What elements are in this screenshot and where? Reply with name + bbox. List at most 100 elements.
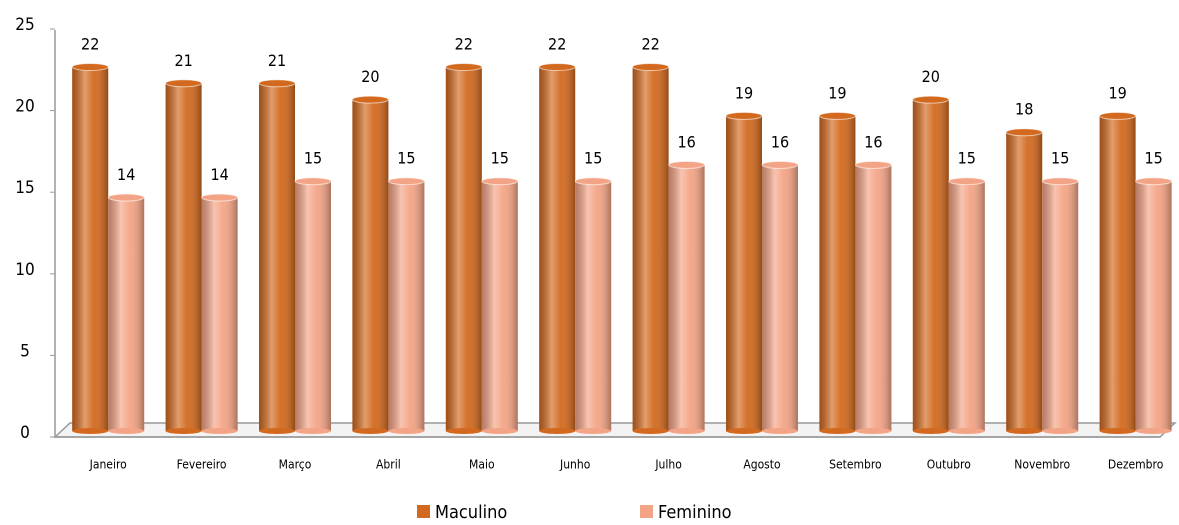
value-label: 15 <box>1051 149 1069 168</box>
bar-shade <box>201 197 238 431</box>
bar-cap <box>1099 111 1137 120</box>
bar-cap <box>854 160 892 169</box>
value-label: 15 <box>1144 149 1162 168</box>
bar-shade <box>912 99 949 431</box>
x-tick-label: Fevereiro <box>177 458 227 472</box>
bar-cap <box>725 111 763 120</box>
value-label: 18 <box>1015 100 1033 119</box>
value-label: 21 <box>268 51 286 70</box>
value-label: 16 <box>864 132 882 151</box>
bar-base <box>912 428 949 434</box>
value-label: 15 <box>491 149 509 168</box>
value-label: 15 <box>958 149 976 168</box>
value-label: 21 <box>174 51 192 70</box>
bar-base <box>481 428 518 434</box>
bar-base <box>259 428 295 434</box>
bar-base <box>1042 428 1079 434</box>
bar-base <box>201 428 238 434</box>
bar-shade <box>762 164 798 431</box>
bar-shade <box>632 66 669 432</box>
bar-shade <box>481 181 518 431</box>
legend-swatch <box>640 505 653 518</box>
value-label: 20 <box>361 67 379 86</box>
value-label: 19 <box>735 83 753 102</box>
value-label: 22 <box>641 34 659 53</box>
y-tick-label: 0 <box>20 423 30 443</box>
bar-base <box>1135 428 1172 434</box>
bar-shade <box>726 115 762 432</box>
value-label: 14 <box>210 165 228 184</box>
bar-shade <box>575 181 612 431</box>
value-label: 22 <box>548 34 566 53</box>
legend-swatch <box>417 505 430 518</box>
bar-cap <box>201 193 239 202</box>
bar-shade <box>855 164 892 431</box>
bar-base <box>445 428 482 434</box>
x-tick-label: Agosto <box>743 458 781 472</box>
bar-cap <box>481 177 519 186</box>
bar-base <box>72 428 109 434</box>
bar-cap <box>165 79 203 88</box>
bar-cap <box>1005 128 1043 137</box>
bar-shade <box>1006 132 1043 432</box>
y-tick-label: 15 <box>15 178 34 198</box>
bar-shade <box>819 115 856 432</box>
x-tick-label: Dezembro <box>1108 458 1164 472</box>
bar-base <box>575 428 612 434</box>
bar-cap <box>574 177 612 186</box>
bar-base <box>668 428 705 434</box>
bar-cap <box>107 193 145 202</box>
bar-shade <box>1135 181 1172 431</box>
value-label: 22 <box>81 34 99 53</box>
value-label: 15 <box>584 149 602 168</box>
x-tick-label: Setembro <box>829 458 882 472</box>
bar-base <box>108 428 145 434</box>
bar-cap <box>818 111 856 120</box>
x-tick-label: Maio <box>469 458 495 472</box>
legend-label: Maculino <box>435 502 507 523</box>
x-tick-label: Abril <box>376 458 401 472</box>
value-label: 16 <box>677 132 695 151</box>
bar-shade <box>388 181 425 431</box>
bar-cap <box>668 160 706 169</box>
bar-shade <box>108 197 145 431</box>
value-label: 20 <box>922 67 940 86</box>
bar-base <box>388 428 425 434</box>
y-tick-label: 25 <box>15 15 34 35</box>
bar-shade <box>165 83 202 431</box>
bar-cap <box>948 177 986 186</box>
bar-base <box>295 428 331 434</box>
x-tick-label: Outubro <box>927 458 971 472</box>
bar-base <box>819 428 856 434</box>
bar-base <box>726 428 762 434</box>
bar-base <box>539 428 576 434</box>
bar-shade <box>948 181 985 431</box>
bar-shade <box>352 99 389 431</box>
bar-base <box>632 428 669 434</box>
legend-label: Feminino <box>658 502 732 523</box>
bar-base <box>762 428 798 434</box>
value-label: 19 <box>828 83 846 102</box>
value-label: 22 <box>455 34 473 53</box>
bar-cap <box>445 62 483 71</box>
bar-shade <box>1042 181 1079 431</box>
bar-shade <box>72 66 109 432</box>
bar-shade <box>539 66 576 432</box>
x-tick-label: Janeiro <box>89 458 127 472</box>
bar-shade <box>295 181 331 431</box>
value-label: 15 <box>397 149 415 168</box>
bar-shade <box>1099 115 1136 432</box>
bar-cap <box>351 95 389 104</box>
bar-base <box>1099 428 1136 434</box>
bar-cap <box>258 79 296 88</box>
bar-shade <box>445 66 482 432</box>
bar-cap <box>1041 177 1079 186</box>
bar-shade <box>668 164 705 431</box>
x-tick-label: Junho <box>559 458 591 472</box>
bar-cap <box>71 62 109 71</box>
bar-cap <box>912 95 950 104</box>
bar-shade <box>259 83 295 431</box>
bar-base <box>948 428 985 434</box>
x-tick-label: Julho <box>654 458 682 472</box>
